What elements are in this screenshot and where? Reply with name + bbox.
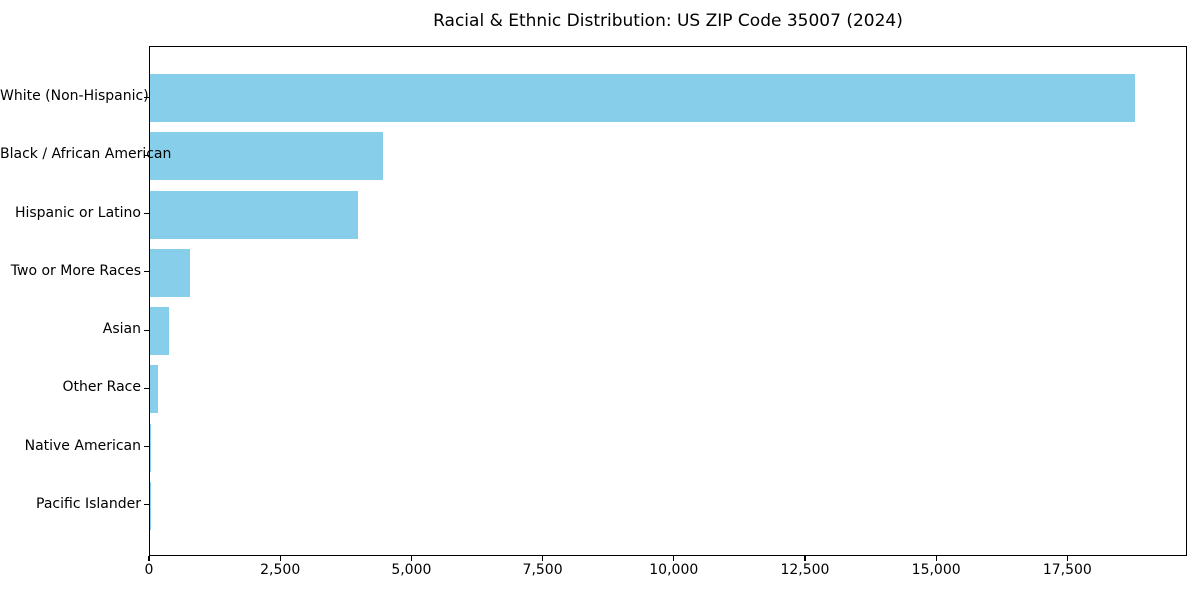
y-axis-tick [144, 271, 149, 273]
y-axis-label: White (Non-Hispanic) [0, 88, 149, 105]
y-axis-label: Asian [102, 321, 141, 338]
x-axis-tick-label: 5,000 [391, 562, 432, 578]
bar [150, 423, 152, 472]
chart-title: Racial & Ethnic Distribution: US ZIP Cod… [433, 11, 903, 31]
y-axis-label: Native American [24, 437, 141, 454]
y-axis-tick [144, 96, 149, 98]
x-axis-tick [148, 556, 150, 561]
y-axis-label: Pacific Islander [36, 495, 141, 512]
plot-area [149, 46, 1187, 556]
x-axis-tick-label: 2,500 [260, 562, 301, 578]
x-axis-tick [673, 556, 675, 561]
x-axis-tick-label: 7,500 [522, 562, 563, 578]
y-axis-label: Two or More Races [10, 262, 141, 279]
y-axis-tick [144, 329, 149, 331]
y-axis-label: Other Race [62, 379, 141, 396]
y-axis-tick [144, 154, 149, 156]
y-axis-label: Hispanic or Latino [14, 204, 141, 221]
x-axis-tick [279, 556, 281, 561]
x-axis-tick-label: 17,500 [1042, 562, 1092, 578]
x-axis-tick [1066, 556, 1068, 561]
y-axis-tick [144, 387, 149, 389]
x-axis-tick [804, 556, 806, 561]
x-axis-tick [541, 556, 544, 561]
x-axis-tick [410, 556, 412, 561]
bar [150, 307, 169, 356]
y-axis-label: Black / African American [0, 146, 172, 163]
x-axis-tick-label: 0 [144, 562, 154, 578]
bar [150, 190, 359, 239]
bar [150, 481, 151, 530]
y-axis-tick [144, 446, 149, 448]
y-axis-tick [144, 213, 149, 215]
bar [150, 74, 1135, 123]
x-axis-tick-label: 10,000 [649, 562, 699, 578]
x-axis-tick-label: 12,500 [780, 562, 830, 578]
x-axis-tick [935, 556, 937, 561]
bar [150, 248, 190, 297]
x-axis-tick-label: 15,000 [911, 562, 961, 578]
y-axis-tick [144, 504, 149, 506]
bar [150, 132, 383, 181]
bar [150, 365, 158, 414]
